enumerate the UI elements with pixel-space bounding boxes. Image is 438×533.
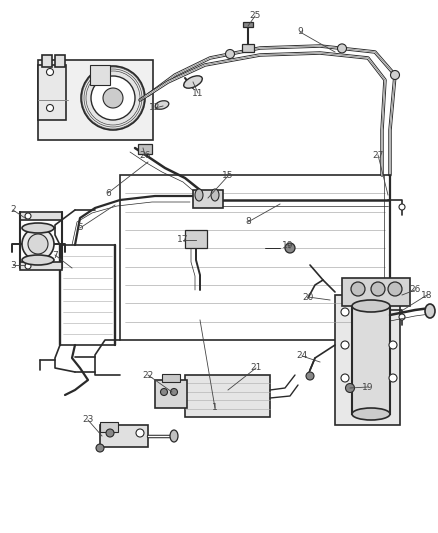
Circle shape [346, 384, 354, 392]
Text: 7: 7 [52, 251, 58, 260]
Text: 19: 19 [282, 240, 294, 249]
Bar [20, 262, 62, 270]
Ellipse shape [195, 189, 203, 201]
Bar [185, 230, 207, 248]
Bar [38, 65, 66, 120]
Circle shape [371, 282, 385, 296]
Text: 5: 5 [77, 223, 83, 232]
Circle shape [351, 282, 365, 296]
Text: 12: 12 [149, 103, 161, 112]
Text: 19: 19 [362, 383, 374, 392]
Circle shape [81, 66, 145, 130]
Text: 9: 9 [297, 28, 303, 36]
Bar [342, 278, 410, 306]
Bar [138, 144, 152, 154]
Text: 6: 6 [105, 189, 111, 198]
Circle shape [91, 76, 135, 120]
Circle shape [391, 70, 399, 79]
Bar [243, 22, 253, 27]
Bar [100, 425, 148, 447]
Circle shape [46, 69, 53, 76]
Text: 23: 23 [82, 416, 94, 424]
Bar [193, 190, 223, 208]
Text: 11: 11 [192, 88, 204, 98]
Circle shape [399, 314, 405, 320]
Text: 8: 8 [245, 217, 251, 227]
Bar [90, 65, 110, 85]
Circle shape [170, 389, 177, 395]
Bar [20, 212, 62, 220]
Circle shape [136, 429, 144, 437]
Circle shape [25, 213, 31, 219]
Text: 15: 15 [222, 172, 234, 181]
Text: 26: 26 [410, 286, 420, 295]
Text: 3: 3 [10, 261, 16, 270]
Bar [352, 306, 390, 414]
Bar [120, 175, 390, 340]
Text: 26: 26 [139, 150, 151, 159]
Ellipse shape [155, 101, 169, 109]
Text: 21: 21 [250, 364, 261, 373]
Circle shape [306, 372, 314, 380]
Bar [55, 55, 65, 67]
Circle shape [160, 389, 167, 395]
Circle shape [22, 228, 54, 260]
Text: 18: 18 [421, 290, 433, 300]
Circle shape [103, 88, 123, 108]
Circle shape [106, 429, 114, 437]
Ellipse shape [352, 300, 390, 312]
Circle shape [389, 341, 397, 349]
Bar [162, 374, 180, 382]
Bar [185, 375, 270, 417]
Circle shape [25, 263, 31, 269]
Ellipse shape [170, 430, 178, 442]
Text: 25: 25 [249, 12, 261, 20]
Ellipse shape [22, 223, 54, 233]
Bar [60, 245, 115, 345]
Bar [100, 422, 118, 432]
Circle shape [399, 204, 405, 210]
Ellipse shape [352, 408, 390, 420]
Circle shape [341, 308, 349, 316]
Text: 2: 2 [10, 206, 16, 214]
Circle shape [338, 44, 346, 53]
Circle shape [341, 341, 349, 349]
Bar [155, 380, 187, 408]
Circle shape [46, 104, 53, 111]
Circle shape [96, 444, 104, 452]
Circle shape [388, 282, 402, 296]
Ellipse shape [211, 189, 219, 201]
Circle shape [341, 374, 349, 382]
Text: 1: 1 [212, 403, 218, 413]
Text: 24: 24 [297, 351, 307, 360]
Ellipse shape [22, 255, 54, 265]
Circle shape [285, 243, 295, 253]
Ellipse shape [184, 76, 202, 88]
Circle shape [28, 234, 48, 254]
Bar [38, 60, 153, 140]
Text: 20: 20 [302, 293, 314, 302]
Bar [42, 55, 52, 67]
Bar [242, 44, 254, 52]
Bar [335, 295, 400, 425]
Text: 22: 22 [142, 370, 154, 379]
Circle shape [226, 50, 234, 59]
Text: 27: 27 [372, 150, 384, 159]
Circle shape [389, 374, 397, 382]
Text: 17: 17 [177, 236, 189, 245]
Ellipse shape [425, 304, 435, 318]
